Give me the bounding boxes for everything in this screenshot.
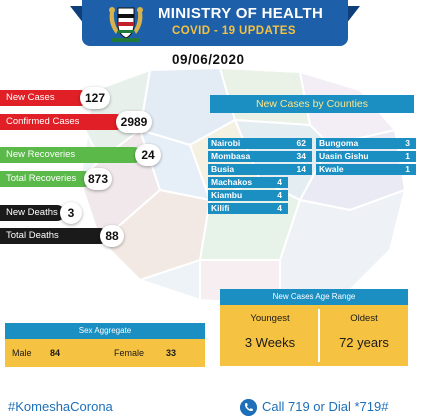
county-value: 4 (277, 177, 282, 187)
total-deaths-label: Total Deaths (6, 230, 59, 241)
banner-right-ribbon (346, 6, 360, 24)
county-row: Mombasa 34 (208, 151, 312, 162)
total-recoveries-bar: Total Recoveries (0, 171, 92, 187)
male-value: 84 (50, 348, 61, 358)
confirmed-cases-label: Confirmed Cases (6, 116, 80, 127)
kenya-county-map (78, 66, 407, 307)
female-value: 33 (166, 348, 177, 358)
page-title: MINISTRY OF HEALTH (158, 5, 324, 22)
county-value: 4 (277, 190, 282, 200)
county-row: Busia 14 (208, 164, 312, 175)
county-name: Kwale (319, 164, 344, 174)
county-value: 14 (296, 164, 306, 174)
confirmed-cases-value: 2989 (116, 111, 152, 133)
county-value: 1 (405, 164, 410, 174)
county-value: 1 (405, 151, 410, 161)
total-deaths-value: 88 (100, 225, 124, 247)
call-text: Call 719 or Dial *719# (262, 399, 389, 414)
county-value: 4 (277, 203, 282, 213)
county-name: Kiambu (211, 190, 243, 200)
female-label: Female (114, 348, 145, 358)
county-name: Busia (211, 164, 235, 174)
total-deaths-bar: Total Deaths (0, 228, 108, 244)
county-row: Nairobi 62 (208, 138, 312, 149)
new-cases-value: 127 (80, 87, 110, 109)
new-recoveries-label: New Recoveries (6, 149, 76, 160)
oldest-label: Oldest (350, 313, 378, 324)
confirmed-cases-bar: Confirmed Cases (0, 114, 124, 130)
county-row: Kwale 1 (316, 164, 416, 175)
male-label: Male (12, 348, 32, 358)
new-deaths-value: 3 (60, 202, 82, 224)
total-recoveries-value: 873 (84, 168, 112, 190)
age-range-divider (318, 309, 320, 362)
oldest-value: 72 years (339, 335, 389, 350)
county-name: Bungoma (319, 138, 359, 148)
county-name: Uasin Gishu (319, 151, 369, 161)
county-row: Bungoma 3 (316, 138, 416, 149)
county-name: Kilifi (211, 203, 230, 213)
county-name: Nairobi (211, 138, 241, 148)
age-range-heading: New Cases Age Range (220, 289, 408, 305)
phone-icon (240, 399, 257, 416)
age-range-panel (220, 305, 408, 366)
county-value: 3 (405, 138, 410, 148)
youngest-value: 3 Weeks (244, 335, 296, 350)
new-recoveries-value: 24 (135, 144, 161, 166)
youngest-label: Youngest (250, 313, 290, 324)
county-name: Machakos (211, 177, 253, 187)
sex-aggregate-panel (5, 339, 205, 367)
new-deaths-bar: New Deaths (0, 205, 65, 221)
new-deaths-label: New Deaths (6, 207, 58, 218)
new-cases-bar: New Cases (0, 90, 88, 106)
county-row: Kiambu 4 (208, 190, 288, 201)
banner-left-ribbon (70, 6, 84, 24)
new-cases-label: New Cases (6, 92, 55, 103)
new-recoveries-bar: New Recoveries (0, 147, 142, 163)
total-recoveries-label: Total Recoveries (6, 173, 77, 184)
report-date: 09/06/2020 (172, 52, 245, 67)
counties-heading: New Cases by Counties (210, 95, 414, 113)
coat-of-arms-icon (109, 7, 143, 42)
county-row: Machakos 4 (208, 177, 288, 188)
county-name: Mombasa (211, 151, 251, 161)
sex-aggregate-heading: Sex Aggregate (5, 323, 205, 339)
county-value: 62 (296, 138, 306, 148)
page-subtitle: COVID - 19 UPDATES (172, 25, 296, 37)
hashtag-text: #KomeshaCorona (8, 399, 113, 414)
county-row: Uasin Gishu 1 (316, 151, 416, 162)
county-value: 34 (296, 151, 306, 161)
county-row: Kilifi 4 (208, 203, 288, 214)
